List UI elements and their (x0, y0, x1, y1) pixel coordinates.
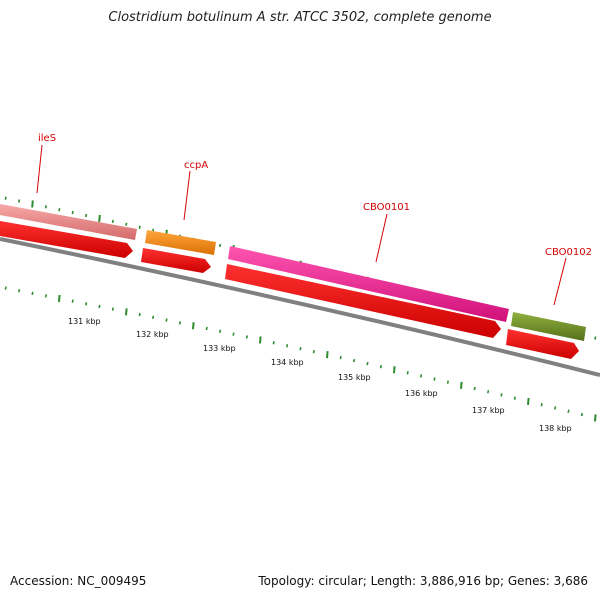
inner-tick (366, 361, 369, 366)
inner-tick (125, 308, 128, 316)
inner-tick (567, 409, 570, 413)
cds-arrow-3[interactable] (225, 264, 501, 338)
outer-tick (219, 243, 222, 248)
inner-tick (272, 341, 275, 345)
inner-tick (44, 294, 47, 298)
callout-ccpa (183, 170, 191, 221)
inner-tick (18, 289, 21, 293)
cds-arrow-2[interactable] (141, 248, 211, 273)
outer-tick (44, 205, 47, 209)
inner-tick (460, 381, 463, 389)
gene-bar-cbo0101[interactable] (228, 246, 509, 322)
inner-tick (393, 366, 396, 374)
scale-label: 132 kbp (136, 330, 169, 339)
inner-tick (339, 355, 342, 360)
inner-tick (312, 349, 315, 354)
scale-label: 131 kbp (68, 317, 101, 326)
inner-tick (473, 386, 476, 391)
outer-tick (4, 196, 7, 200)
outer-tick (58, 208, 61, 212)
inner-tick (594, 414, 597, 422)
cds-arrow-1[interactable] (0, 221, 133, 258)
gene-label-ccpa[interactable]: ccpA (184, 160, 208, 171)
inner-tick (379, 365, 382, 369)
inner-tick (245, 335, 248, 339)
gene-bar-ccpa[interactable] (145, 230, 216, 255)
inner-tick (219, 329, 222, 333)
inner-tick (540, 403, 543, 407)
gene-bar-iles[interactable] (0, 204, 137, 240)
scale-label: 135 kbp (338, 373, 371, 382)
inner-tick (178, 321, 181, 325)
inner-tick (420, 374, 423, 378)
inner-tick (152, 315, 155, 319)
inner-tick (527, 397, 530, 405)
scale-label: 133 kbp (203, 344, 236, 353)
inner-tick-row (4, 286, 597, 422)
inner-tick (259, 336, 262, 344)
genome-summary-text: Topology: circular; Length: 3,886,916 bp… (258, 574, 588, 588)
inner-tick (138, 312, 141, 317)
inner-tick (353, 358, 356, 363)
callout-cbo0102 (553, 257, 567, 306)
outer-tick (31, 200, 34, 208)
cds-arrow-4[interactable] (506, 329, 579, 359)
inner-tick (513, 396, 516, 400)
inner-tick (205, 326, 208, 331)
outer-tick (71, 210, 74, 215)
inner-tick (232, 332, 235, 336)
inner-tick (111, 307, 114, 311)
inner-tick (4, 286, 7, 290)
scale-label: 137 kbp (472, 406, 505, 415)
inner-tick (487, 390, 490, 394)
outer-tick (125, 222, 128, 226)
accession-text: Accession: NC_009495 (10, 574, 147, 588)
callout-cbo0101 (375, 213, 388, 263)
scale-label: 138 kbp (539, 424, 572, 433)
gene-label-cbo0101[interactable]: CBO0101 (363, 202, 410, 213)
inner-tick (286, 344, 289, 348)
outer-tick (138, 225, 141, 229)
inner-tick (192, 322, 195, 330)
inner-tick (554, 406, 557, 410)
genome-title: Clostridium botulinum A str. ATCC 3502, … (108, 10, 492, 25)
gene-bar-cbo0102[interactable] (511, 312, 586, 341)
inner-tick (98, 304, 101, 309)
outer-tick (98, 214, 101, 222)
outer-tick (594, 336, 597, 340)
inner-tick (31, 291, 34, 295)
inner-tick (71, 299, 74, 303)
outer-tick (85, 213, 88, 218)
inner-tick (58, 294, 61, 303)
inner-tick (500, 393, 503, 397)
scale-label: 136 kbp (405, 389, 438, 398)
inner-tick (433, 377, 436, 381)
inner-tick (580, 412, 583, 417)
outer-tick (111, 219, 114, 224)
inner-tick (299, 347, 302, 351)
inner-tick (326, 351, 329, 359)
outer-tick (18, 199, 21, 203)
gene-label-iles[interactable]: ileS (38, 133, 56, 144)
inner-tick (165, 318, 168, 322)
genome-backbone (0, 237, 600, 377)
inner-tick (446, 380, 449, 384)
inner-tick (406, 371, 409, 375)
callout-iles (36, 144, 43, 194)
scale-label: 134 kbp (271, 358, 304, 367)
inner-tick (85, 302, 88, 306)
gene-label-cbo0102[interactable]: CBO0102 (545, 247, 592, 258)
